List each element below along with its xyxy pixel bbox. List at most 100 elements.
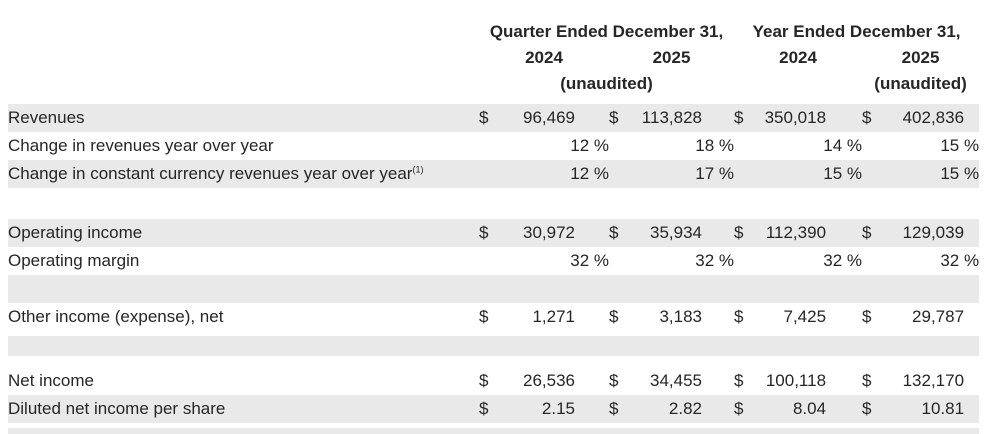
suffix-cell	[575, 303, 609, 331]
header-row-unaudited: (unaudited) (unaudited)	[8, 72, 980, 104]
currency-symbol: $	[609, 395, 636, 423]
suffix-cell	[964, 219, 980, 247]
table-row: Other income (expense), net $1,271 $3,183 $…	[8, 303, 979, 331]
value-cell: 100,118	[765, 371, 827, 390]
footnote-marker: (1)	[412, 164, 424, 175]
value-cell: 113,828	[636, 104, 702, 132]
currency-symbol: $	[734, 307, 744, 326]
table-row: Revenues $96,469 $113,828 $350,018 $402,836	[8, 104, 980, 132]
percent-cell: 32 %	[695, 251, 735, 270]
spacer-row	[8, 428, 980, 434]
currency-symbol	[862, 247, 888, 275]
percent-cell: 32 %	[940, 251, 980, 270]
table-row: Net income $26,536 $34,455 $100,118 $132,170	[8, 367, 979, 395]
financial-results-table: Quarter Ended December 31, Year Ended De…	[8, 0, 980, 434]
currency-symbol: $	[862, 307, 872, 326]
year-2025-heading: 2025	[862, 44, 980, 72]
header-spacer	[8, 0, 479, 44]
row-label: Operating income	[8, 219, 479, 247]
currency-symbol: $	[734, 219, 761, 247]
currency-symbol	[479, 160, 509, 188]
year-unaudited-note: (unaudited)	[862, 72, 980, 104]
currency-symbol: $	[862, 395, 889, 423]
year-ended-heading: Year Ended December 31,	[734, 0, 980, 44]
suffix-cell	[826, 367, 862, 395]
suffix-cell	[702, 303, 734, 331]
currency-symbol: $	[479, 219, 509, 247]
spacer-cell	[8, 428, 980, 434]
header-spacer	[734, 72, 863, 104]
quarter-2024-heading: 2024	[479, 44, 609, 72]
table-body: Revenues $96,469 $113,828 $350,018 $402,836 C…	[8, 104, 980, 434]
currency-symbol	[734, 160, 761, 188]
value-cell: 30,972	[509, 219, 575, 247]
currency-symbol: $	[862, 104, 889, 132]
value-cell: 402,836	[888, 104, 965, 132]
currency-symbol: $	[479, 104, 509, 132]
currency-symbol: $	[479, 371, 489, 390]
value-cell: 129,039	[888, 219, 965, 247]
suffix-cell	[575, 367, 609, 395]
quarter-ended-heading: Quarter Ended December 31,	[479, 0, 735, 44]
suffix-cell	[702, 367, 734, 395]
percent-cell: 15 %	[888, 160, 980, 188]
value-cell: 1,271	[532, 307, 575, 326]
value-cell: 2.82	[636, 395, 702, 423]
currency-symbol: $	[479, 307, 489, 326]
header-spacer	[8, 44, 479, 72]
suffix-cell	[826, 303, 862, 331]
header-row-years: 2024 2025 2024 2025	[8, 44, 980, 72]
suffix-cell	[575, 104, 609, 132]
suffix-cell	[826, 104, 863, 132]
suffix-cell	[702, 395, 735, 423]
percent-cell: 15 %	[940, 136, 980, 155]
currency-symbol: $	[862, 371, 872, 390]
suffix-cell	[964, 395, 980, 423]
year-2024-heading: 2024	[734, 44, 863, 72]
value-cell: 3,183	[659, 307, 702, 326]
percent-cell: 32 %	[823, 251, 863, 270]
row-label: Diluted net income per share	[8, 395, 479, 423]
currency-symbol: $	[862, 219, 889, 247]
spacer-row	[8, 188, 979, 219]
value-cell: 10.81	[888, 395, 965, 423]
currency-symbol: $	[609, 307, 619, 326]
value-cell: 26,536	[523, 371, 575, 390]
percent-cell: 14 %	[823, 136, 863, 155]
row-label: Change in revenues year over year	[8, 136, 274, 155]
value-cell: 96,469	[509, 104, 575, 132]
spacer-cell	[8, 188, 979, 219]
suffix-cell	[964, 303, 979, 331]
currency-symbol	[609, 132, 636, 160]
spacer-row	[8, 275, 980, 303]
currency-symbol: $	[734, 371, 744, 390]
currency-symbol	[479, 132, 509, 160]
value-cell: 350,018	[760, 104, 827, 132]
spacer-cell	[8, 275, 980, 303]
currency-symbol	[734, 132, 760, 160]
table-row: Change in revenues year over year 12 % 18 …	[8, 132, 979, 160]
value-cell: 2.15	[509, 395, 575, 423]
currency-symbol	[479, 247, 509, 275]
currency-symbol: $	[734, 395, 761, 423]
currency-symbol: $	[609, 371, 619, 390]
row-label: Net income	[8, 371, 94, 390]
row-label: Change in constant currency revenues yea…	[8, 160, 479, 188]
percent-cell: 12 %	[509, 160, 609, 188]
currency-symbol: $	[609, 104, 636, 132]
suffix-cell	[575, 395, 609, 423]
suffix-cell	[575, 219, 609, 247]
quarter-2025-heading: 2025	[609, 44, 735, 72]
row-label: Revenues	[8, 104, 479, 132]
suffix-cell	[964, 367, 979, 395]
table-row: Operating income $30,972 $35,934 $112,390 $1…	[8, 219, 980, 247]
suffix-cell	[826, 395, 863, 423]
value-cell: 29,787	[912, 307, 965, 326]
header-row-period: Quarter Ended December 31, Year Ended De…	[8, 0, 980, 44]
suffix-cell	[702, 219, 735, 247]
header-spacer	[8, 72, 479, 104]
spacer-row	[8, 336, 980, 356]
row-label: Operating margin	[8, 251, 140, 270]
spacer-row	[8, 356, 979, 367]
percent-cell: 17 %	[636, 160, 735, 188]
